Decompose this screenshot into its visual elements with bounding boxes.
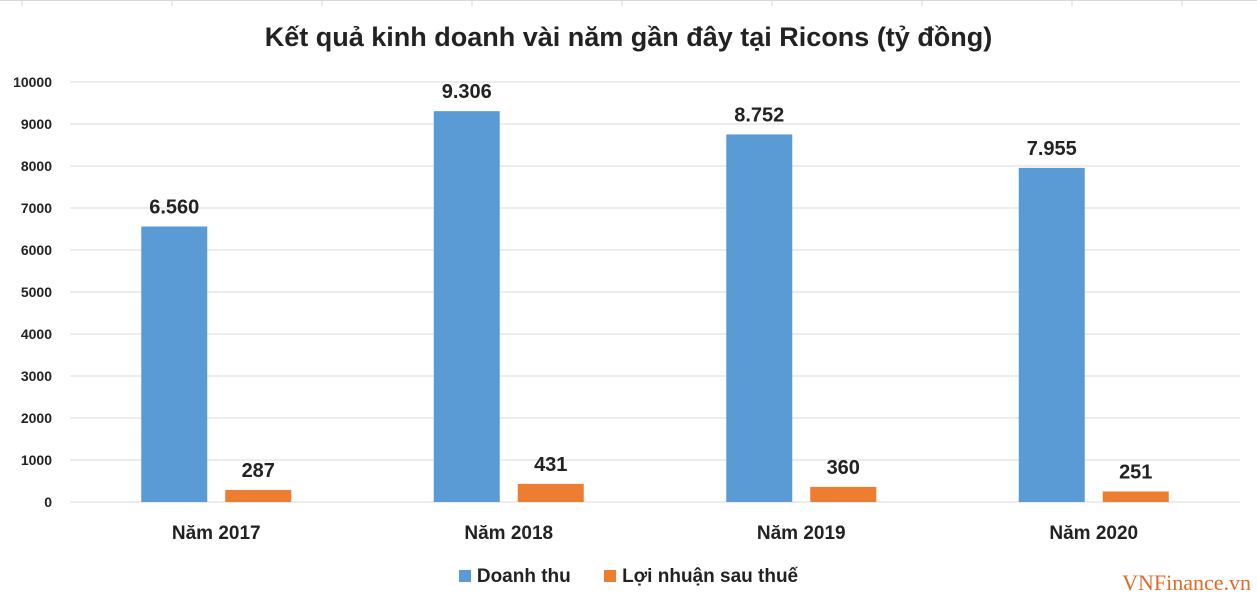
- data-label: 431: [534, 454, 567, 476]
- y-tick-label: 2000: [21, 410, 52, 426]
- bar-doanh-thu: [433, 111, 500, 502]
- y-tick-label: 5000: [21, 284, 52, 300]
- bar-loi-nhuan: [517, 483, 584, 502]
- x-tick-label: Năm 2020: [1049, 523, 1138, 544]
- bar-doanh-thu: [1018, 167, 1085, 502]
- legend-label-loi-nhuan: Lợi nhuận sau thuế: [622, 566, 799, 587]
- bar-doanh-thu: [141, 226, 208, 503]
- y-tick-label: 1000: [21, 452, 52, 468]
- bar-loi-nhuan: [1102, 491, 1169, 502]
- legend-item-doanh-thu: Doanh thu: [458, 566, 571, 588]
- top-gridlines: [0, 0, 1257, 6]
- legend: Doanh thu Lợi nhuận sau thuế: [0, 566, 1257, 588]
- x-tick-label: Năm 2017: [172, 523, 261, 544]
- data-label: 9.306: [442, 81, 492, 103]
- legend-label-doanh-thu: Doanh thu: [476, 566, 571, 587]
- x-tick-label: Năm 2019: [757, 523, 846, 544]
- x-tick-label: Năm 2018: [464, 523, 553, 544]
- chart-title: Kết quả kinh doanh vài năm gần đây tại R…: [264, 22, 993, 52]
- y-tick-label: 10000: [13, 74, 52, 90]
- bar-doanh-thu: [726, 134, 793, 502]
- data-label: 251: [1119, 461, 1152, 483]
- y-tick-label: 3000: [21, 368, 52, 384]
- y-tick-label: 7000: [21, 200, 52, 216]
- y-tick-label: 6000: [21, 242, 52, 258]
- data-label: 7.955: [1027, 138, 1077, 160]
- watermark-logo: VNFinance.vn: [1122, 570, 1251, 595]
- y-tick-label: 4000: [21, 326, 52, 342]
- data-label: 287: [242, 460, 275, 482]
- legend-swatch-doanh-thu: [458, 570, 471, 582]
- bar-loi-nhuan: [810, 486, 877, 502]
- data-label: 360: [827, 457, 860, 479]
- y-tick-label: 8000: [21, 158, 52, 174]
- data-label: 8.752: [734, 104, 784, 126]
- legend-item-loi-nhuan: Lợi nhuận sau thuế: [604, 566, 798, 588]
- y-tick-label: 0: [44, 494, 52, 510]
- legend-swatch-loi-nhuan: [604, 570, 617, 582]
- bar-loi-nhuan: [225, 489, 292, 502]
- y-tick-label: 9000: [21, 116, 52, 132]
- data-label: 6.560: [149, 196, 199, 218]
